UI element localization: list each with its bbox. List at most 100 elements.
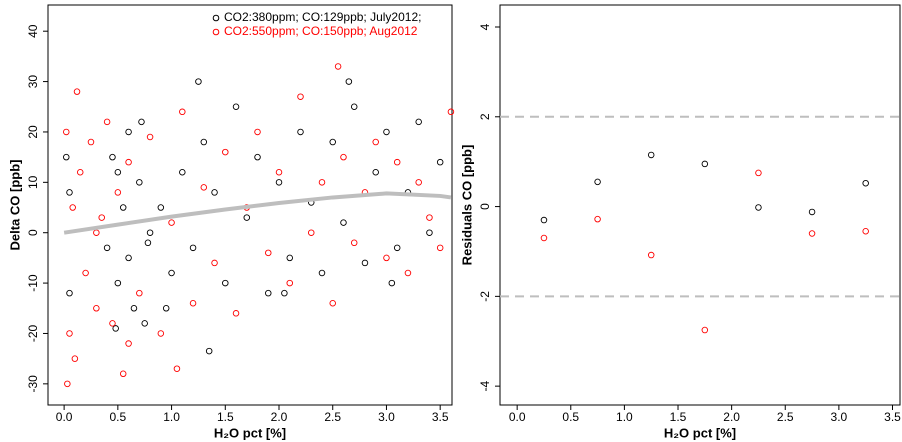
x-tick-label: 1.5 xyxy=(217,410,234,424)
point xyxy=(297,93,304,100)
point xyxy=(66,330,73,337)
point xyxy=(179,108,186,116)
point xyxy=(372,169,379,176)
x-tick-label: 1.0 xyxy=(616,410,633,424)
point xyxy=(162,305,170,312)
plot-frame xyxy=(499,4,901,406)
point xyxy=(73,88,81,95)
point xyxy=(114,279,122,287)
point xyxy=(189,299,197,307)
point xyxy=(211,189,218,196)
point xyxy=(361,259,369,267)
point xyxy=(340,153,347,161)
point xyxy=(130,305,138,312)
x-tick-label: 3.5 xyxy=(884,410,901,424)
point xyxy=(138,118,145,126)
point xyxy=(275,179,283,186)
point xyxy=(393,158,401,166)
point xyxy=(426,214,433,221)
x-tick-label: 0.5 xyxy=(562,410,579,424)
point xyxy=(383,254,390,262)
point xyxy=(701,160,709,168)
point xyxy=(334,63,342,70)
point xyxy=(63,128,70,136)
y-tick-label: -10 xyxy=(26,274,40,292)
x-tick-label: 0.0 xyxy=(56,410,73,424)
legend-label: CO2:550ppm; CO:150ppb; Aug2012 xyxy=(224,24,418,38)
x-tick-label: 0.5 xyxy=(109,410,126,424)
point xyxy=(93,305,100,312)
point xyxy=(808,208,816,216)
legend-marker xyxy=(212,14,220,22)
point xyxy=(286,254,294,262)
point xyxy=(136,289,143,297)
y-tick-label: 4 xyxy=(478,23,492,30)
point xyxy=(232,103,240,111)
point xyxy=(146,133,154,141)
x-tick-label: 3.0 xyxy=(378,410,395,424)
x-tick-label: 2.0 xyxy=(723,410,740,424)
point xyxy=(436,244,444,252)
y-tick-label: 20 xyxy=(26,125,40,139)
point xyxy=(350,239,358,247)
point xyxy=(281,289,288,297)
point xyxy=(179,169,186,176)
y-axis-title: Residuals CO [ppb] xyxy=(459,145,474,266)
point xyxy=(173,365,181,372)
point xyxy=(540,234,548,242)
point xyxy=(119,204,127,211)
point xyxy=(307,229,315,236)
plot-frame xyxy=(47,4,453,406)
point xyxy=(318,179,326,186)
point xyxy=(254,128,261,136)
point xyxy=(540,216,548,224)
y-tick-label: -2 xyxy=(478,291,492,302)
point xyxy=(329,299,336,307)
x-tick-label: 1.5 xyxy=(670,410,687,424)
point xyxy=(66,189,73,196)
point xyxy=(345,78,353,85)
point xyxy=(76,169,84,176)
point xyxy=(350,103,358,111)
point xyxy=(594,215,601,223)
point xyxy=(63,153,70,161)
y-tick-label: 40 xyxy=(26,24,40,38)
point xyxy=(340,219,347,226)
y-tick-label: 30 xyxy=(26,75,40,89)
legend-marker xyxy=(212,28,220,36)
point xyxy=(329,138,336,146)
point xyxy=(222,279,229,287)
point xyxy=(436,158,444,166)
point xyxy=(318,269,326,277)
point xyxy=(447,108,455,116)
point xyxy=(125,128,132,136)
point xyxy=(114,169,122,176)
point xyxy=(415,118,422,126)
point xyxy=(275,169,283,176)
point xyxy=(211,259,218,267)
x-tick-label: 0.0 xyxy=(509,410,526,424)
legend-label: CO2:380ppm; CO:129ppb; July2012; xyxy=(224,10,421,24)
point xyxy=(862,179,869,187)
point xyxy=(125,158,132,166)
point xyxy=(168,269,175,277)
y-tick-label: 10 xyxy=(26,175,40,189)
x-tick-label: 3.5 xyxy=(432,410,449,424)
x-tick-label: 2.0 xyxy=(271,410,288,424)
point xyxy=(297,128,304,136)
point xyxy=(265,289,272,297)
y-tick-label: 0 xyxy=(478,203,492,210)
x-tick-label: 2.5 xyxy=(324,410,341,424)
point xyxy=(168,219,175,226)
point xyxy=(93,229,100,236)
point xyxy=(136,179,143,186)
point xyxy=(146,229,154,236)
x-axis-title: H₂O pct [%] xyxy=(214,425,286,440)
point xyxy=(112,325,119,332)
point xyxy=(265,249,272,257)
point xyxy=(415,179,422,186)
y-tick-label: 0 xyxy=(26,229,40,236)
point xyxy=(243,214,251,221)
point xyxy=(109,320,116,327)
